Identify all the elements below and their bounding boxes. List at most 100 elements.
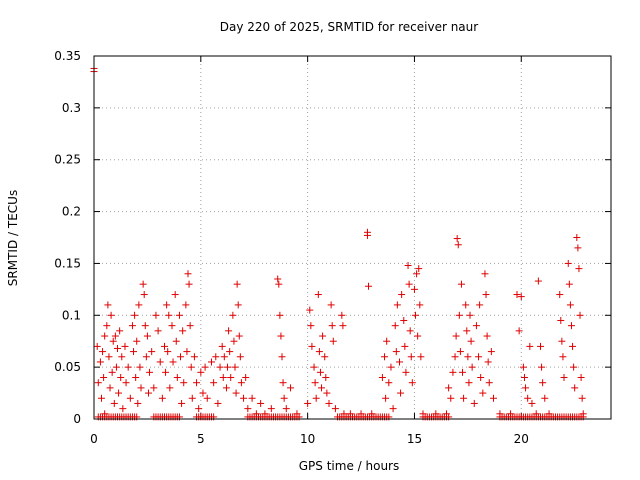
data-point <box>413 270 421 278</box>
data-point <box>520 374 528 382</box>
data-point <box>402 368 410 376</box>
data-point <box>456 348 464 356</box>
data-point <box>564 259 572 267</box>
data-point <box>482 291 490 299</box>
data-point <box>122 379 130 387</box>
data-point <box>184 270 192 278</box>
data-point <box>244 405 252 413</box>
data-point <box>132 374 140 382</box>
data-point <box>179 327 187 335</box>
data-point <box>412 311 420 319</box>
data-point <box>467 337 475 345</box>
data-point <box>363 231 371 239</box>
data-point <box>276 311 284 319</box>
data-point <box>538 363 546 371</box>
data-point <box>188 394 196 402</box>
data-point <box>224 363 232 371</box>
data-point <box>186 322 194 330</box>
data-point <box>103 322 111 330</box>
data-point <box>214 399 222 407</box>
data-point <box>136 363 144 371</box>
data-point <box>487 348 495 356</box>
data-point <box>534 277 542 285</box>
data-point <box>414 332 422 340</box>
data-point <box>574 244 582 252</box>
data-point <box>236 353 244 361</box>
data-point <box>187 363 195 371</box>
data-point <box>185 280 193 288</box>
data-point <box>410 285 418 293</box>
data-point <box>141 322 149 330</box>
data-point <box>463 327 471 335</box>
data-point <box>146 368 154 376</box>
data-point <box>513 291 521 299</box>
data-point <box>537 342 544 350</box>
data-point <box>279 379 287 387</box>
data-point <box>183 348 191 356</box>
data-point <box>101 410 109 418</box>
data-point <box>261 410 269 418</box>
data-point <box>400 316 408 324</box>
data-point <box>140 291 148 299</box>
data-point <box>130 348 138 356</box>
data-point <box>230 337 238 345</box>
chart-title: Day 220 of 2025, SRMTID for receiver nau… <box>220 20 478 34</box>
data-point <box>559 353 567 361</box>
data-point <box>94 379 102 387</box>
x-tick-label: 0 <box>90 432 98 446</box>
data-point <box>152 311 160 319</box>
data-point <box>142 353 150 361</box>
data-point <box>443 410 450 418</box>
data-point <box>229 311 237 319</box>
data-point <box>163 301 171 309</box>
data-point <box>483 332 491 340</box>
data-point <box>545 410 553 418</box>
data-point <box>475 353 483 361</box>
data-point <box>201 363 209 371</box>
data-point <box>432 410 440 418</box>
data-point <box>307 322 315 330</box>
data-point <box>481 270 489 278</box>
data-point <box>397 389 405 397</box>
data-point <box>274 275 282 283</box>
data-point <box>257 399 265 407</box>
data-point <box>165 311 173 319</box>
data-point <box>216 363 224 371</box>
data-point <box>248 394 256 402</box>
data-point <box>315 348 323 356</box>
data-point <box>316 368 324 376</box>
data-point <box>398 291 406 299</box>
data-point <box>116 327 124 335</box>
data-point <box>577 374 585 382</box>
data-point <box>575 265 583 273</box>
data-point <box>128 322 136 330</box>
data-point <box>134 399 142 407</box>
data-point <box>203 394 211 402</box>
data-point <box>107 311 115 319</box>
data-point <box>173 374 181 382</box>
data-point <box>472 322 480 330</box>
data-point <box>323 389 331 397</box>
data-point <box>139 280 147 288</box>
data-point <box>567 322 575 330</box>
data-point <box>190 353 198 361</box>
axis-ticks <box>93 55 611 420</box>
data-point <box>99 348 107 356</box>
data-point <box>382 394 390 402</box>
data-point <box>108 368 116 376</box>
data-point <box>569 342 577 350</box>
data-point <box>231 363 239 371</box>
data-point <box>225 327 233 335</box>
data-point <box>93 342 101 350</box>
data-point <box>565 280 573 288</box>
data-point <box>507 410 515 418</box>
data-point <box>293 410 301 418</box>
data-point <box>557 316 565 324</box>
data-point <box>573 234 581 241</box>
x-tick-label: 15 <box>407 432 422 446</box>
data-point <box>416 301 424 309</box>
data-point <box>172 337 180 345</box>
data-point <box>391 322 399 330</box>
data-point <box>171 291 179 299</box>
y-tick-label: 0.25 <box>54 153 81 167</box>
